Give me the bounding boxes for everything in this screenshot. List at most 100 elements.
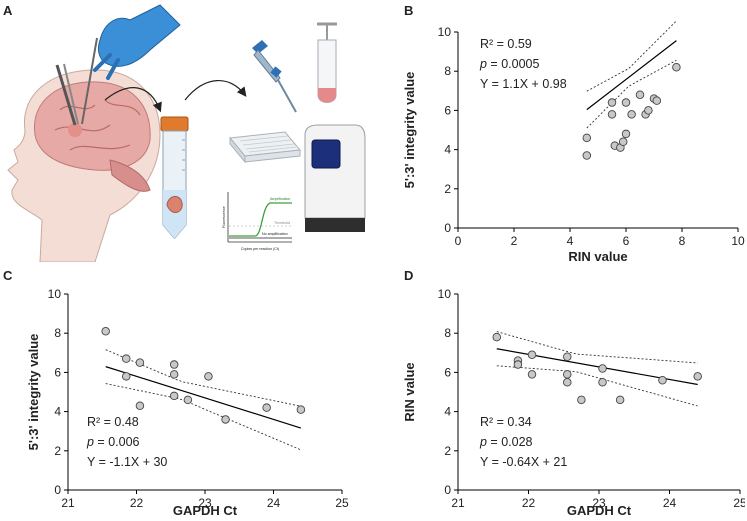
data-point [527,370,537,379]
y-tick-label: 0 [444,221,451,235]
data-point [135,401,145,410]
data-point [652,96,662,105]
y-tick-label: 8 [444,326,451,340]
panel-label-b: B [404,3,414,18]
x-tick-label: 2 [511,234,518,248]
data-point [169,370,179,379]
data-point [693,372,702,381]
y-tick-label: 8 [444,64,451,78]
p-value: = 0.006 [94,435,140,449]
data-point [169,360,179,369]
chart-rin-vs-integrity: 0 2 4 6 8 10 0 2 4 6 8 10 RIN value 5':3' integrity v… [402,20,745,263]
p-value-label: p = 0.006 [86,435,140,449]
y-tick-label: 10 [438,25,452,39]
x-tick-label: 23 [592,496,606,510]
p-value: = 0.0005 [487,57,540,71]
y-tick-label: 10 [438,287,452,301]
data-point [658,375,667,385]
y-tick-label: 4 [444,405,451,419]
data-point [135,358,145,367]
x-tick-label: 24 [267,496,281,510]
x-tick-label: 22 [130,496,144,510]
p-value: = 0.028 [487,435,533,449]
data-point [492,332,502,342]
p-symbol: p [86,435,94,449]
r-squared-label: R² = 0.59 [480,37,532,51]
x-tick-label: 8 [679,234,686,248]
no-amplification-label: No amplification [262,232,288,236]
y-tick-label: 8 [54,326,61,340]
p-value-label: p = 0.028 [479,435,533,449]
x-tick-label: 4 [567,234,574,248]
x-tick-label: 21 [451,496,465,510]
plot-ylabel: Fluorescence [222,206,226,228]
gloved-hand-icon [93,4,181,80]
forceps-icon [55,37,98,126]
data-point [121,372,131,381]
panel-label-a: A [3,3,13,18]
data-point [563,370,572,379]
data-point [296,405,306,414]
confidence-band-lower [586,59,677,129]
amplification-label: Amplification [270,197,290,201]
data-point [204,372,213,381]
data-point [607,110,617,119]
amplification-plot: Amplification Threshold No amplification… [222,192,292,251]
y-tick-label: 10 [48,287,62,301]
panel-label-d: D [404,268,414,283]
data-point [221,415,230,424]
x-axis-label: GAPDH Ct [567,503,632,518]
y-tick-label: 6 [54,365,61,379]
y-tick-label: 4 [54,405,61,419]
panel-label-c: C [3,268,13,283]
data-point [621,129,631,139]
homogenizer-tube-icon [317,22,337,103]
head-illustration [7,69,161,262]
regression-equation-label: Y = -0.64X + 21 [480,455,567,469]
y-tick-label: 2 [444,444,451,458]
x-tick-label: 10 [731,234,745,248]
x-tick-label: 6 [623,234,630,248]
data-point [598,377,607,387]
data-point [169,391,179,401]
y-tick-label: 0 [54,483,61,497]
confidence-band-upper [496,331,698,364]
data-point [527,350,537,360]
arrow-icon [104,87,162,113]
y-axis-label: RIN value [402,362,417,421]
p-symbol: p [479,435,487,449]
x-tick-label: 24 [663,496,677,510]
x-tick-label: 25 [335,496,349,510]
y-tick-label: 2 [54,444,61,458]
y-axis-label: 5':3' integrity value [26,334,41,451]
y-tick-label: 4 [444,143,451,157]
arrow-icon [184,80,247,101]
data-point [563,352,572,361]
r-squared-label: R² = 0.48 [87,415,139,429]
data-point [621,98,631,107]
y-tick-label: 6 [444,103,451,117]
confidence-band-lower [105,383,302,451]
threshold-label: Threshold [274,221,290,225]
y-tick-label: 0 [444,483,451,497]
brain-sample-spot [68,123,82,137]
r-squared-label: R² = 0.34 [480,415,532,429]
regression-line [105,366,302,429]
well-plate-icon [229,131,301,164]
x-tick-label: 25 [733,496,745,510]
confidence-band-upper [105,349,301,407]
data-point [644,106,653,115]
data-point [563,377,572,387]
x-axis-label: GAPDH Ct [173,503,238,518]
y-tick-label: 2 [444,182,451,196]
data-point [598,364,607,373]
data-point [607,98,617,107]
data-point [627,110,636,119]
p-symbol: p [479,57,487,71]
pipette-icon [252,40,297,113]
x-tick-label: 22 [522,496,536,510]
data-point [121,354,131,363]
regression-equation-label: Y = -1.1X + 30 [87,455,167,469]
